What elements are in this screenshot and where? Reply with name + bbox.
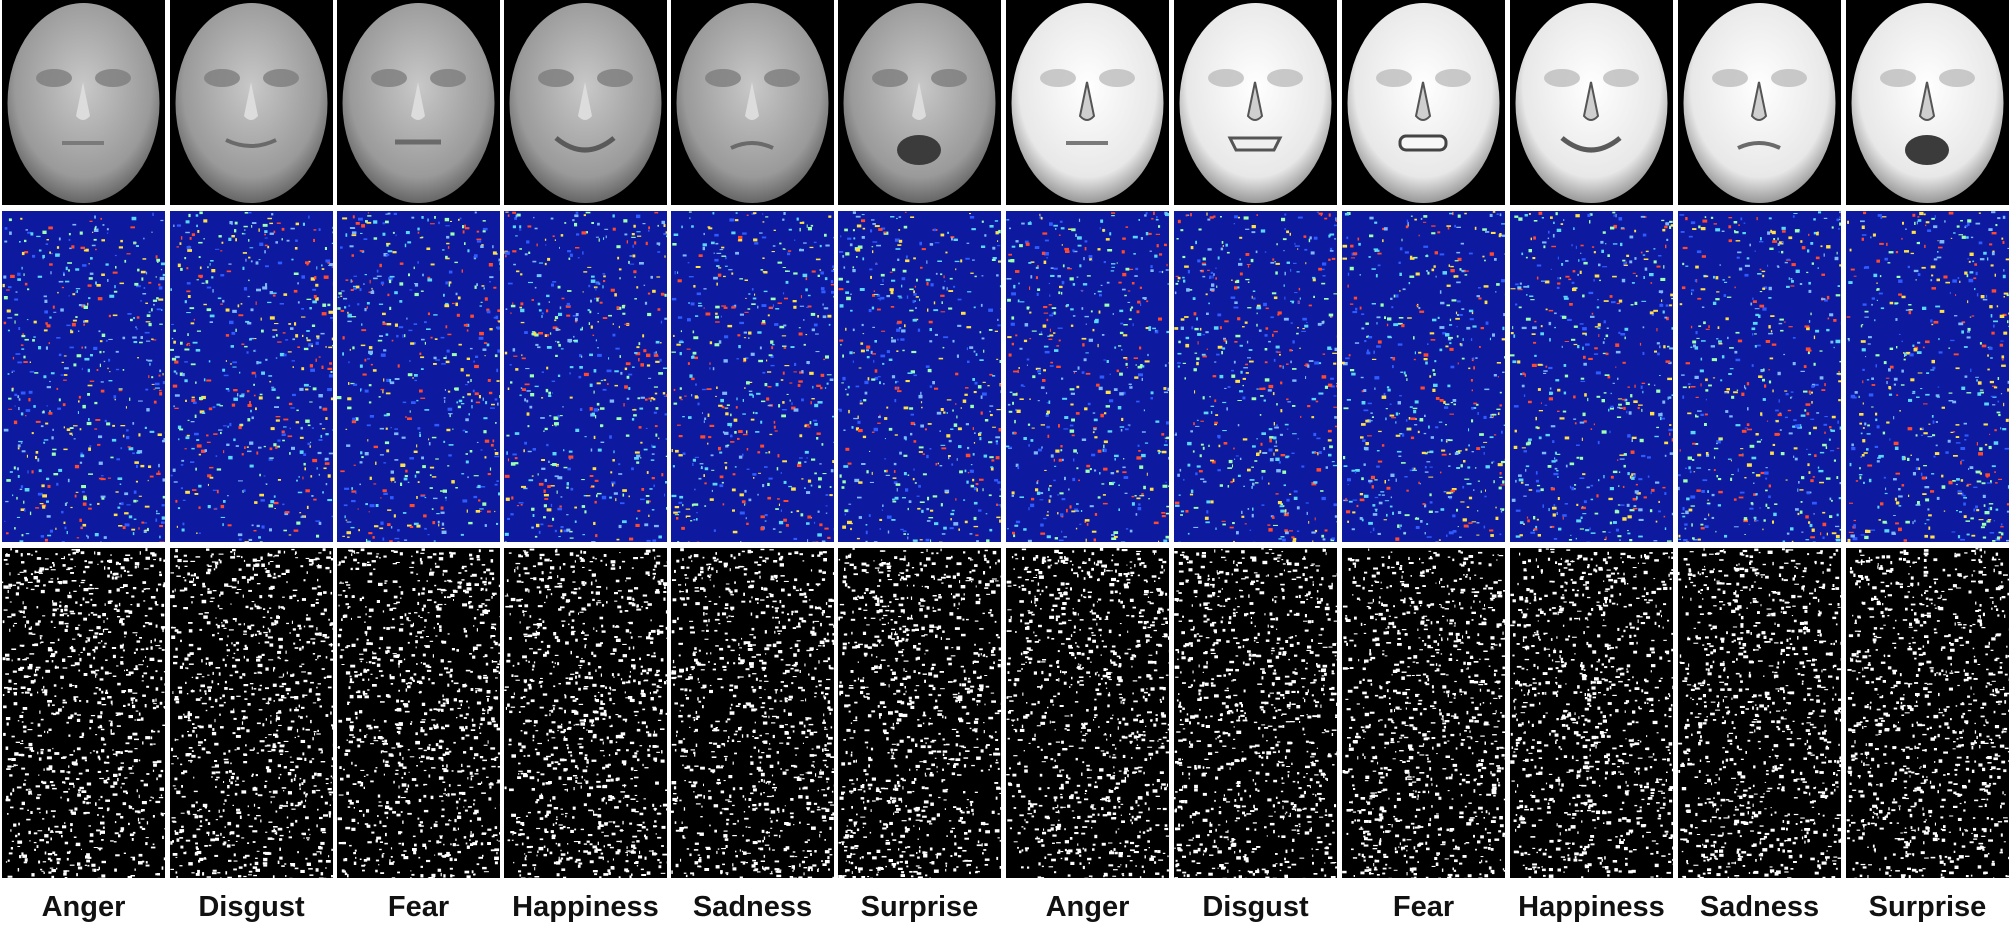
coefficient-map-9	[1342, 211, 1505, 542]
column-5: Sadness	[671, 0, 834, 936]
binary-map-2	[170, 548, 333, 878]
binary-map-8	[1174, 548, 1337, 878]
column-1: Anger	[2, 0, 165, 936]
column-4: Happiness	[504, 0, 667, 936]
texture-face-image-2	[170, 0, 333, 205]
coefficient-map-5	[671, 211, 834, 542]
binary-map-9	[1342, 548, 1505, 878]
binary-map-5	[671, 548, 834, 878]
texture-face-image-3	[337, 0, 500, 205]
expression-label: Happiness	[512, 891, 659, 923]
column-6: Surprise	[838, 0, 1001, 936]
depth-face-image-8	[1174, 0, 1337, 205]
binary-map-10	[1510, 548, 1673, 878]
expression-label: Sadness	[1699, 891, 1820, 923]
coefficient-map-3	[337, 211, 500, 542]
binary-map-4	[504, 548, 667, 878]
column-9: Fear	[1342, 0, 1505, 936]
texture-face-image-1	[2, 0, 165, 205]
expression-label: Anger	[41, 891, 126, 923]
coefficient-map-6	[838, 211, 1001, 542]
texture-face-image-6	[838, 0, 1001, 205]
expression-label: Disgust	[1202, 891, 1309, 923]
texture-face-image-4	[504, 0, 667, 205]
expression-label: Happiness	[1518, 891, 1665, 923]
column-12: Surprise	[1846, 0, 2009, 936]
column-11: Sadness	[1678, 0, 1841, 936]
coefficient-map-8	[1174, 211, 1337, 542]
depth-face-image-12	[1846, 0, 2009, 205]
depth-face-image-10	[1510, 0, 1673, 205]
coefficient-map-2	[170, 211, 333, 542]
texture-face-image-5	[671, 0, 834, 205]
coefficient-map-1	[2, 211, 165, 542]
expression-label: Sadness	[692, 891, 813, 923]
binary-map-1	[2, 548, 165, 878]
expression-label: Disgust	[198, 891, 305, 923]
binary-map-6	[838, 548, 1001, 878]
column-7: Anger	[1006, 0, 1169, 936]
coefficient-map-10	[1510, 211, 1673, 542]
binary-map-3	[337, 548, 500, 878]
coefficient-map-4	[504, 211, 667, 542]
binary-map-12	[1846, 548, 2009, 878]
depth-face-image-11	[1678, 0, 1841, 205]
expression-label: Surprise	[860, 891, 979, 923]
column-10: Happiness	[1510, 0, 1673, 936]
binary-map-11	[1678, 548, 1841, 878]
expression-label: Anger	[1045, 891, 1130, 923]
binary-map-7	[1006, 548, 1169, 878]
column-2: Disgust	[170, 0, 333, 936]
depth-face-image-9	[1342, 0, 1505, 205]
coefficient-map-11	[1678, 211, 1841, 542]
coefficient-map-12	[1846, 211, 2009, 542]
column-3: Fear	[337, 0, 500, 936]
expression-label: Fear	[1392, 891, 1455, 923]
depth-face-image-7	[1006, 0, 1169, 205]
expression-label: Surprise	[1868, 891, 1987, 923]
expression-label: Fear	[387, 891, 450, 923]
coefficient-map-7	[1006, 211, 1169, 542]
column-8: Disgust	[1174, 0, 1337, 936]
